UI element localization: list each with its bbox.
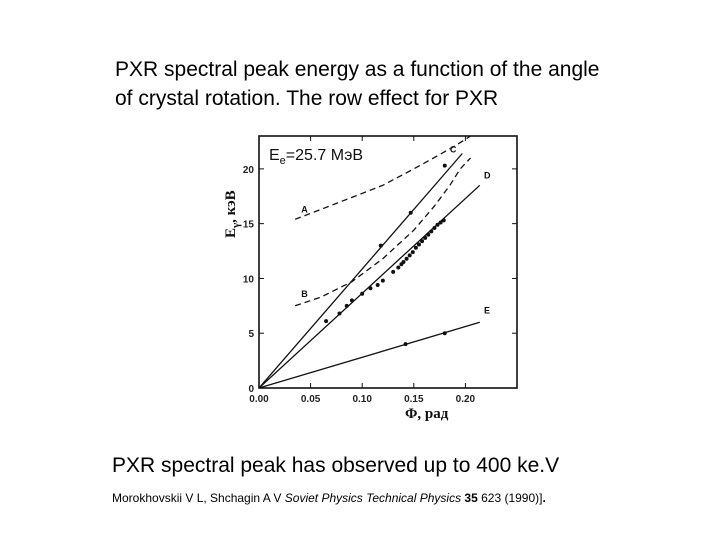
x-tick-label: 0.10: [352, 394, 372, 405]
data-point: [344, 303, 349, 308]
chart-svg: 0.00 0.05 0.10 0.15 0.20 0 5 10 15 20 A B C D E Ee=25…: [223, 135, 518, 422]
data-point: [432, 226, 437, 231]
data-point: [368, 286, 373, 291]
data-point: [416, 242, 421, 247]
citation-volume: 35: [464, 491, 478, 505]
series-label-a: A: [301, 205, 308, 215]
data-point: [349, 298, 354, 303]
series-layer: [258, 135, 481, 389]
citation-end: .: [542, 491, 546, 505]
data-point: [378, 243, 383, 248]
x-tick-label: 0.20: [456, 394, 476, 405]
y-tick-label: 0: [248, 384, 254, 395]
data-point: [391, 269, 396, 274]
data-point: [413, 245, 418, 250]
y-tick-label: 5: [248, 329, 254, 340]
series-label-e: E: [484, 305, 490, 315]
series-label-b: B: [301, 289, 308, 299]
data-point: [408, 210, 413, 215]
y-tick-label: 20: [243, 165, 255, 176]
data-point: [337, 311, 342, 316]
series-label-c: C: [450, 144, 457, 154]
x-tick-label: 0.15: [404, 394, 424, 405]
data-point: [410, 250, 415, 255]
y-tick-label: 10: [243, 274, 255, 285]
data-point: [426, 232, 431, 237]
slide-subtitle: PXR spectral peak has observed up to 400…: [112, 454, 560, 477]
data-point: [442, 331, 447, 336]
citation-rest: 623 (1990)]: [477, 491, 543, 505]
points-layer: [324, 163, 447, 347]
plot-border: [258, 135, 518, 389]
data-point: [324, 319, 329, 324]
data-point: [441, 218, 446, 223]
data-point: [401, 260, 406, 264]
data-point: [442, 163, 447, 168]
data-point: [420, 239, 425, 244]
data-point: [396, 265, 401, 270]
x-axis-label: Φ, рад: [405, 406, 449, 422]
data-point: [423, 235, 428, 240]
series-label-d: D: [484, 171, 491, 181]
slide-title: PXR spectral peak energy as a function o…: [115, 55, 695, 113]
data-point: [380, 278, 385, 283]
data-point: [429, 229, 434, 234]
plot-frame: [258, 135, 518, 389]
slide-title-line-2: of crystal rotation. The row effect for …: [115, 87, 499, 110]
data-point: [360, 291, 365, 296]
labels-layer: A B C D E: [301, 144, 491, 315]
slide-title-line-1: PXR spectral peak energy as a function o…: [115, 58, 600, 81]
data-point: [375, 283, 380, 288]
series-line-b: [294, 157, 472, 307]
series-line-e: [258, 321, 480, 389]
citation: Morokhovskii V L, Shchagin A V Soviet Ph…: [112, 490, 546, 506]
citation-authors: Morokhovskii V L, Shchagin A V: [112, 491, 285, 505]
series-line-a: [294, 135, 471, 220]
chart-figure: 0.00 0.05 0.10 0.15 0.20 0 5 10 15 20 A B C D E Ee=25…: [205, 128, 535, 428]
data-point: [438, 220, 443, 225]
data-point: [435, 222, 440, 227]
data-point: [407, 253, 412, 258]
data-point: [404, 256, 409, 261]
series-line-c: [258, 153, 463, 389]
inset-energy-label: Ee=25.7 МэВ: [269, 147, 363, 167]
x-tick-label: 0.05: [301, 394, 321, 405]
citation-journal: Soviet Physics Technical Physics: [284, 491, 462, 505]
y-axis-label: Eγ, кэВ: [223, 190, 242, 238]
x-tick-label: 0.00: [249, 394, 269, 405]
y-tick-label: 15: [243, 220, 255, 231]
tick-layer: 0.00 0.05 0.10 0.15 0.20 0 5 10 15 20: [243, 136, 517, 405]
data-point: [403, 342, 408, 347]
